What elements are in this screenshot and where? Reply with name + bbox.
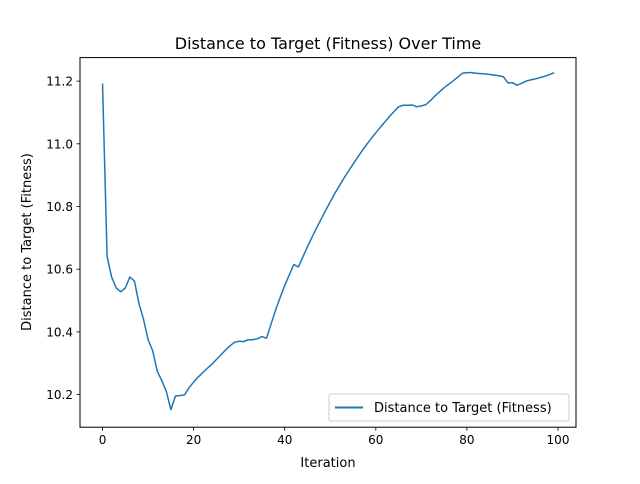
y-tick-label: 10.8 (46, 200, 73, 214)
legend-box (328, 393, 570, 422)
y-axis-label: Distance to Target (Fitness) (20, 153, 35, 331)
x-tick-label: 60 (368, 433, 383, 447)
x-tick-label: 0 (99, 433, 107, 447)
x-tick-label: 20 (186, 433, 201, 447)
x-axis-ticks: 0 20 40 60 80 100 (99, 427, 570, 447)
x-tick-label: 100 (547, 433, 570, 447)
x-axis-label: Iteration (300, 456, 355, 471)
y-axis-ticks: 10.2 10.4 10.6 10.8 11.0 11.2 (46, 75, 80, 402)
series-line-0 (101, 71, 555, 411)
y-tick-label: 11.0 (46, 137, 73, 151)
x-tick-label: 40 (277, 433, 292, 447)
legend-entry-label: Distance to Target (Fitness) (374, 401, 552, 416)
x-tick-label: 80 (459, 433, 474, 447)
y-tick-label: 10.2 (46, 388, 73, 402)
legend: Distance to Target (Fitness) (328, 393, 570, 422)
chart-title: Distance to Target (Fitness) Over Time (175, 34, 482, 53)
axes-frame (79, 57, 577, 428)
y-tick-label: 10.4 (46, 325, 73, 339)
y-tick-label: 11.2 (46, 75, 73, 89)
y-tick-label: 10.6 (46, 263, 73, 277)
plot-area (101, 71, 555, 411)
